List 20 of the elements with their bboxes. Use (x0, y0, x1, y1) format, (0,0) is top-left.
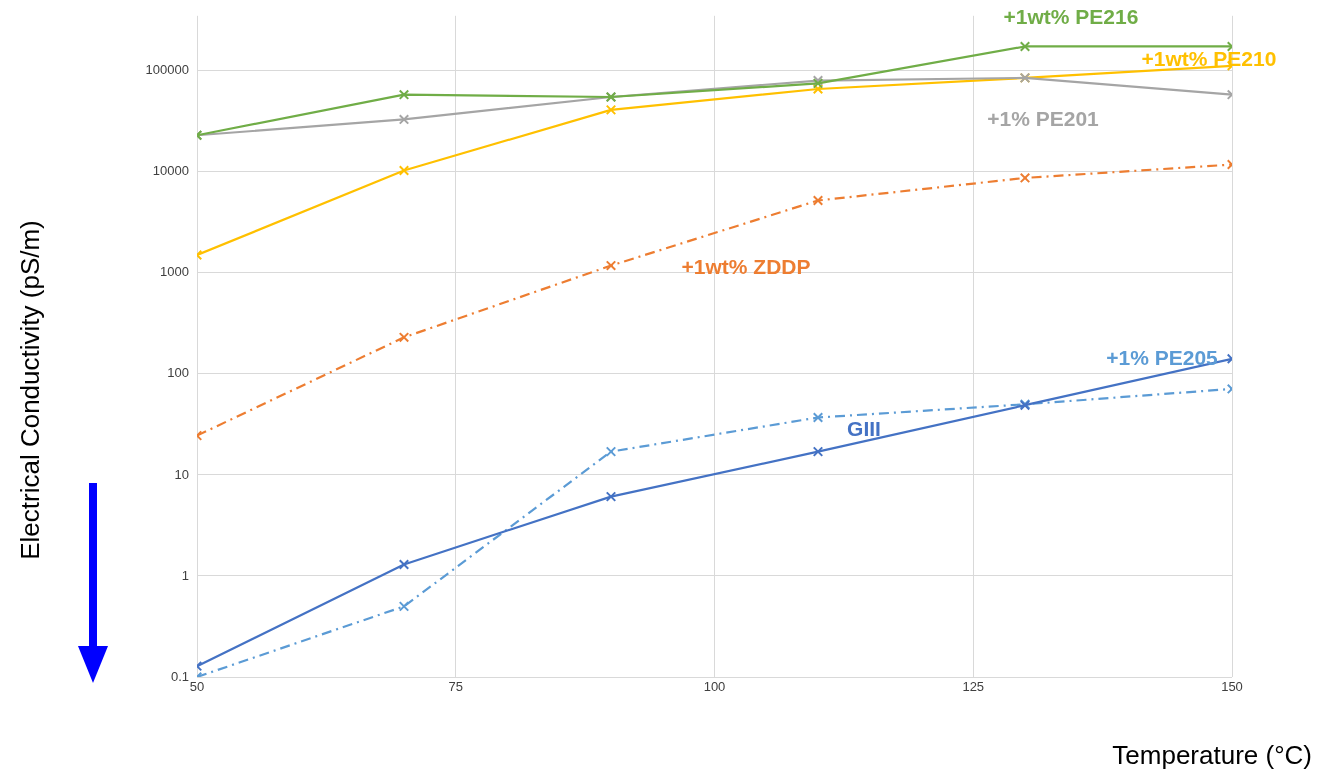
x-tick-label: 75 (448, 679, 463, 695)
x-tick-label: 150 (1221, 679, 1243, 695)
x-tick-label: 50 (189, 679, 205, 695)
x-tick-label: 125 (962, 679, 985, 695)
series-label: +1% PE201 (987, 106, 1100, 130)
y-tick-label: 100000 (145, 62, 189, 78)
series-label: GIII (847, 417, 881, 441)
series-label: +1wt% PE216 (1003, 5, 1139, 29)
y-tick-label: 1000 (160, 264, 189, 280)
y-tick-label: 10000 (152, 163, 189, 179)
y-axis-title: Electrical Conductivity (pS/m) (14, 220, 46, 560)
x-axis-title: Temperature (°C) (1112, 740, 1312, 771)
series-label: +1wt% ZDDP (681, 255, 811, 279)
y-tick-label: 10 (174, 466, 189, 482)
y-tick-label: 1 (181, 567, 189, 583)
y-tick-label: 100 (167, 365, 189, 381)
y-tick-label: 0.1 (170, 668, 189, 684)
series-label: +1wt% PE210 (1141, 46, 1277, 70)
series-label: +1% PE205 (1106, 345, 1219, 369)
x-tick-label: 100 (703, 679, 726, 695)
